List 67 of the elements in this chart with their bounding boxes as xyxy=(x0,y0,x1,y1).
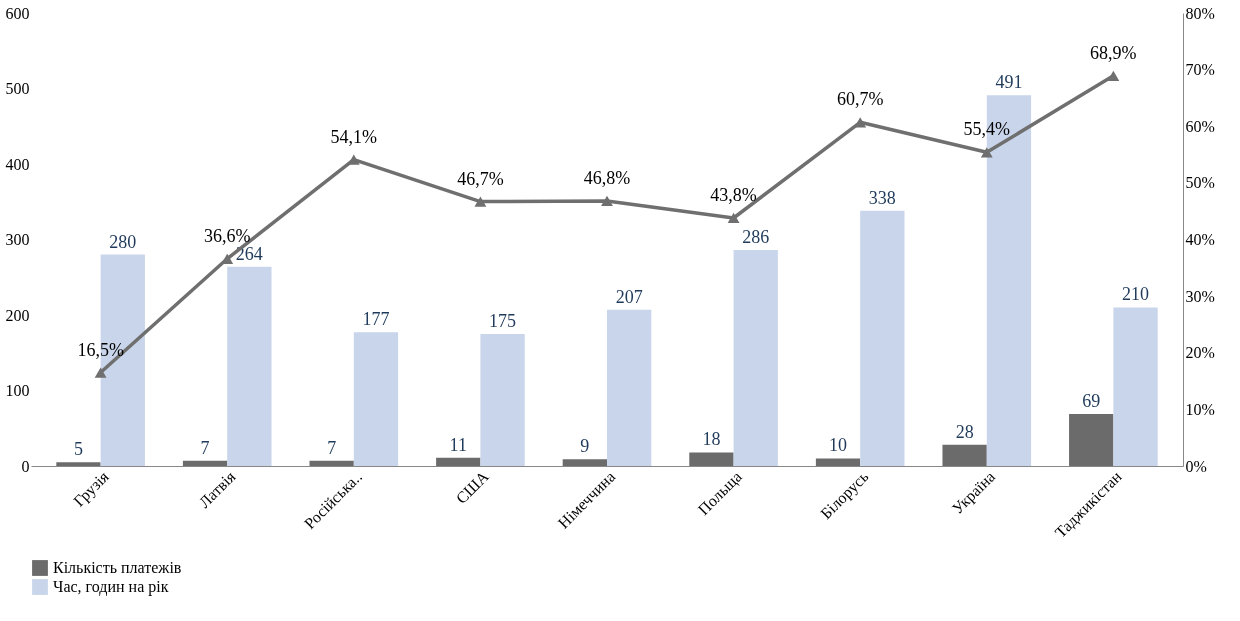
data-label: 60,7% xyxy=(836,89,884,110)
y-tick-label: 500 xyxy=(5,80,30,97)
data-label: 54,1% xyxy=(330,126,378,147)
bar xyxy=(562,459,607,466)
bar xyxy=(309,460,354,466)
data-label: 18 xyxy=(702,429,721,450)
y2-tick-label: 60% xyxy=(1185,117,1215,135)
data-label: 55,4% xyxy=(963,119,1011,140)
y-tick-label: 200 xyxy=(5,306,30,324)
y2-tick-label: 0% xyxy=(1185,457,1207,475)
data-label: 175 xyxy=(489,310,517,331)
data-label: 280 xyxy=(109,231,137,252)
data-label: 11 xyxy=(449,434,467,455)
point xyxy=(1107,70,1120,81)
y2-tick-label: 70% xyxy=(1185,61,1215,79)
y-tick-label: 600 xyxy=(5,4,30,22)
y2-tick-label: 50% xyxy=(1185,174,1215,192)
bar xyxy=(860,210,905,466)
y-tick-label: 400 xyxy=(5,155,30,173)
bar xyxy=(480,333,525,466)
bar xyxy=(942,444,987,466)
legend-label: Кількість платежів xyxy=(53,559,182,576)
bar xyxy=(182,460,228,466)
bar xyxy=(733,250,778,466)
data-label: 46,8% xyxy=(583,167,631,188)
point xyxy=(474,196,487,207)
data-label: 5 xyxy=(73,439,83,460)
data-label: 7 xyxy=(327,437,337,458)
y-tick-label: 100 xyxy=(5,382,30,399)
y2-tick-label: 10% xyxy=(1185,400,1215,418)
bar xyxy=(607,309,652,466)
data-label: 210 xyxy=(1122,284,1150,305)
legend-label: Час, годин на рік xyxy=(53,578,169,596)
bar xyxy=(1069,413,1114,466)
data-label: 68,9% xyxy=(1090,42,1137,63)
bar xyxy=(56,462,101,466)
data-label: 491 xyxy=(995,72,1023,93)
data-label: 28 xyxy=(955,421,974,442)
data-label: 43,8% xyxy=(710,184,757,205)
data-label: 286 xyxy=(742,227,770,248)
y2-tick-label: 30% xyxy=(1185,287,1215,305)
data-label: 7 xyxy=(200,437,210,458)
bar xyxy=(689,452,734,466)
point xyxy=(601,195,613,207)
data-label: 36,6% xyxy=(203,225,251,246)
point xyxy=(980,147,993,158)
bar xyxy=(353,332,399,466)
bar xyxy=(436,457,481,466)
data-label: 9 xyxy=(580,436,590,457)
bar xyxy=(815,458,861,466)
bar xyxy=(1113,307,1158,466)
y-tick-label: 0 xyxy=(21,457,30,475)
y-tick-label: 300 xyxy=(5,231,30,248)
y2-tick-label: 80% xyxy=(1185,4,1215,22)
data-label: 177 xyxy=(362,309,390,330)
data-label: 16,5% xyxy=(77,339,124,360)
data-label: 46,7% xyxy=(457,168,504,189)
data-label: 264 xyxy=(235,243,263,264)
data-label: 338 xyxy=(868,187,896,208)
data-label: 207 xyxy=(615,286,643,307)
point xyxy=(94,367,107,378)
y2-tick-label: 40% xyxy=(1185,231,1215,248)
y2-tick-label: 20% xyxy=(1185,344,1215,362)
data-label: 10 xyxy=(829,435,848,456)
data-label: 69 xyxy=(1082,390,1101,411)
bar xyxy=(227,266,272,466)
point xyxy=(727,212,740,224)
